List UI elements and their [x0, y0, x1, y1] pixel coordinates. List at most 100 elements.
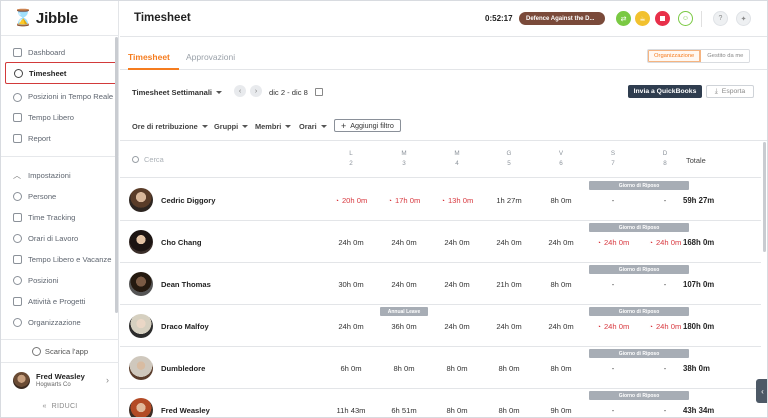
day-cell[interactable]: 24h 0m — [587, 238, 639, 247]
day-cell[interactable]: - — [663, 196, 667, 205]
break-button[interactable]: ☕ — [635, 11, 650, 26]
timesheet-view-select[interactable]: Timesheet Settimanali — [132, 88, 223, 97]
table-row[interactable]: Cedric Diggory Giorno di Riposo 20h 0m17h … — [120, 179, 761, 221]
filter-groups[interactable]: Gruppi — [214, 122, 249, 131]
current-activity-badge[interactable]: Defence Against the D... — [519, 12, 605, 25]
scope-managed-by-me[interactable]: Gestito da me — [701, 50, 750, 62]
add-filter-label: Aggiungi filtro — [350, 121, 394, 130]
sidebar-item-time-off-holidays[interactable]: Tempo Libero e Vacanze — [5, 248, 117, 270]
collapse-sidebar-button[interactable]: « RIDUCI — [1, 397, 119, 415]
next-week-button[interactable]: › — [250, 85, 262, 97]
sidebar-item-activities-projects[interactable]: Attività e Progetti — [5, 290, 117, 312]
day-cell[interactable]: 17h 0m — [378, 196, 430, 205]
tab-timesheet[interactable]: Timesheet — [128, 52, 170, 62]
person-name[interactable]: Draco Malfoy — [161, 322, 209, 331]
day-cell[interactable]: 8h 0m — [446, 406, 468, 415]
day-cell[interactable]: 24h 0m — [444, 322, 470, 331]
person-name[interactable]: Dumbledore — [161, 364, 206, 373]
sidebar-item-people[interactable]: Persone — [5, 185, 117, 207]
user-profile[interactable]: Fred Weasley Hogwarts Co › — [1, 365, 119, 395]
sidebar-item-time-tracking[interactable]: Time Tracking — [5, 206, 117, 228]
sidebar-item-reports[interactable]: Report — [5, 127, 117, 149]
tab-approvals[interactable]: Approvazioni — [186, 52, 236, 62]
day-cell[interactable]: 24h 0m — [391, 238, 417, 247]
table-row[interactable]: Fred Weasley Giorno di Riposo 11h 43m 6h 51… — [120, 389, 761, 417]
day-cell[interactable]: 24h 0m — [548, 322, 574, 331]
day-cell[interactable]: - — [611, 406, 615, 415]
person-name[interactable]: Cho Chang — [161, 238, 202, 247]
sidebar-item-time-off[interactable]: Tempo Libero — [5, 106, 117, 128]
table-row[interactable]: Dean Thomas Giorno di Riposo 30h 0m 24h 0m 2… — [120, 263, 761, 305]
day-cell[interactable]: 6h 51m — [391, 406, 417, 415]
filter-pay-hours[interactable]: Ore di retribuzione — [132, 122, 208, 131]
download-app-button[interactable]: Scarica l'app — [1, 339, 119, 363]
export-button[interactable]: ⤓ Esporta — [706, 85, 754, 98]
sidebar-item-timesheet[interactable]: Timesheet — [5, 62, 117, 84]
location-pin-icon — [13, 92, 22, 102]
sidebar-item-settings[interactable]: ︿ Impostazioni — [5, 164, 117, 186]
sidebar-item-organization[interactable]: Organizzazione — [5, 311, 117, 333]
sidebar-item-dashboard[interactable]: Dashboard — [5, 41, 117, 63]
sidebar-scrollbar[interactable] — [115, 37, 118, 313]
day-cell[interactable]: 24h 0m — [338, 322, 364, 331]
day-cell[interactable]: 30h 0m — [338, 280, 364, 289]
day-cell[interactable]: 8h 0m — [498, 406, 520, 415]
day-letter: S — [610, 150, 616, 157]
day-cell[interactable]: 36h 0m — [391, 322, 417, 331]
day-cell[interactable]: - — [663, 364, 667, 373]
day-cell[interactable]: 6h 0m — [340, 364, 362, 373]
scope-organization[interactable]: Organizzazione — [648, 50, 702, 62]
sidebar-item-locations[interactable]: Posizioni — [5, 269, 117, 291]
day-cell[interactable]: 24h 0m — [338, 238, 364, 247]
expand-panel-button[interactable]: ‹ — [756, 379, 767, 403]
day-cell[interactable]: 1h 27m — [496, 196, 522, 205]
search-input[interactable]: Cerca — [132, 155, 164, 164]
table-row[interactable]: Dumbledore Giorno di Riposo 6h 0m 8h 0m 8h 0… — [120, 347, 761, 389]
table-row[interactable]: Draco Malfoy Giorno di Riposo Annual Leave… — [120, 305, 761, 347]
day-cell[interactable]: 24h 0m — [639, 238, 691, 247]
day-cell[interactable]: 9h 0m — [550, 406, 572, 415]
day-cell[interactable]: 24h 0m — [587, 322, 639, 331]
day-cell[interactable]: 24h 0m — [496, 238, 522, 247]
calendar-icon[interactable] — [315, 88, 323, 96]
day-cell[interactable]: 24h 0m — [548, 238, 574, 247]
switch-activity-button[interactable]: ⇄ — [616, 11, 631, 26]
day-cell[interactable]: 11h 43m — [336, 406, 366, 415]
day-cell[interactable]: - — [611, 196, 615, 205]
day-cell[interactable]: 24h 0m — [444, 280, 470, 289]
day-cell[interactable]: 8h 0m — [498, 364, 520, 373]
day-cell[interactable]: - — [611, 364, 615, 373]
sidebar-item-work-schedules[interactable]: Orari di Lavoro — [5, 227, 117, 249]
logo[interactable]: ⌛ Jibble — [13, 10, 78, 27]
person-name[interactable]: Cedric Diggory — [161, 196, 216, 205]
day-cell[interactable]: 8h 0m — [550, 196, 572, 205]
send-to-quickbooks-button[interactable]: Invia a QuickBooks — [628, 85, 702, 98]
day-cell[interactable]: 24h 0m — [391, 280, 417, 289]
help-button[interactable]: ? — [713, 11, 728, 26]
filter-schedules[interactable]: Orari — [299, 122, 327, 131]
day-cell[interactable]: 20h 0m — [325, 196, 377, 205]
day-cell[interactable]: - — [663, 406, 667, 415]
prev-week-button[interactable]: ‹ — [234, 85, 246, 97]
table-row[interactable]: Cho Chang Giorno di Riposo 24h 0m 24h 0m 24h… — [120, 221, 761, 263]
stop-button[interactable] — [655, 11, 670, 26]
filter-members[interactable]: Membri — [255, 122, 292, 131]
day-cell[interactable]: 13h 0m — [431, 196, 483, 205]
day-cell[interactable]: 8h 0m — [393, 364, 415, 373]
day-cell[interactable]: - — [663, 280, 667, 289]
day-cell[interactable]: 8h 0m — [550, 280, 572, 289]
person-name[interactable]: Dean Thomas — [161, 280, 211, 289]
add-filter-button[interactable]: + Aggiungi filtro — [334, 119, 401, 132]
day-cell[interactable]: - — [611, 280, 615, 289]
person-name[interactable]: Fred Weasley — [161, 406, 210, 415]
day-cell[interactable]: 8h 0m — [550, 364, 572, 373]
clock-in-person-button[interactable]: ☺ — [678, 11, 693, 26]
integrations-button[interactable]: ✦ — [736, 11, 751, 26]
day-cell[interactable]: 21h 0m — [496, 280, 522, 289]
day-cell[interactable]: 24h 0m — [639, 322, 691, 331]
sidebar-item-live-locations[interactable]: Posizioni in Tempo Reale — [5, 84, 117, 110]
day-cell[interactable]: 24h 0m — [496, 322, 522, 331]
day-cell[interactable]: 8h 0m — [446, 364, 468, 373]
table-scrollbar[interactable] — [763, 142, 766, 252]
day-cell[interactable]: 24h 0m — [444, 238, 470, 247]
